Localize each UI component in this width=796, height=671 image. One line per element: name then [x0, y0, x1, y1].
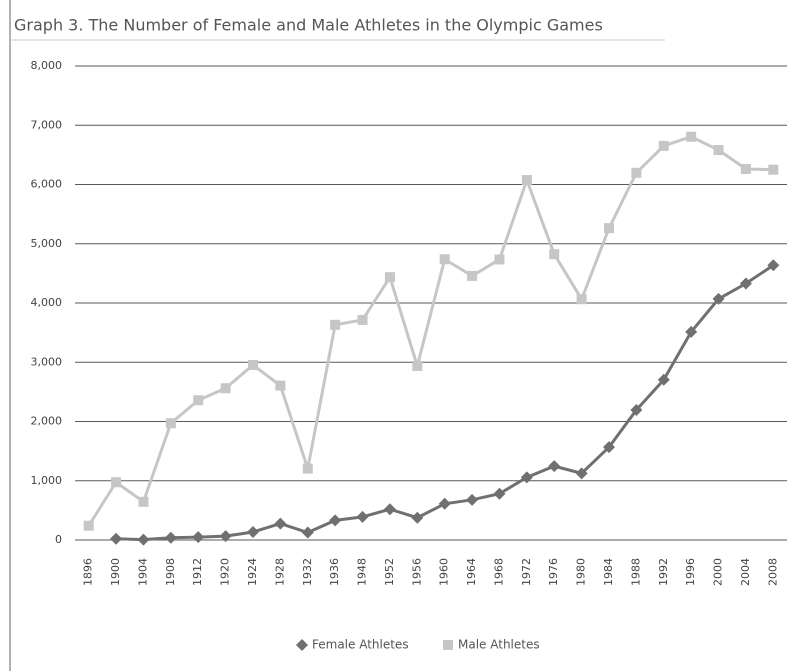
x-tick-label: 1904	[136, 558, 149, 586]
x-tick-label: 1976	[547, 558, 560, 586]
square-marker	[330, 319, 341, 330]
y-tick-label: 5,000	[31, 237, 63, 250]
y-tick-label: 3,000	[31, 355, 63, 368]
diamond-marker	[110, 532, 123, 545]
diamond-marker	[685, 325, 698, 338]
diamond-marker	[192, 531, 205, 544]
x-tick-label: 1992	[657, 558, 670, 586]
diamond-marker	[274, 517, 287, 530]
legend-marker	[296, 639, 308, 651]
diamond-marker	[219, 530, 232, 543]
x-tick-label: 2000	[712, 558, 725, 586]
legend-label: Male Athletes	[458, 638, 540, 652]
x-tick-label: 1908	[164, 558, 177, 586]
x-tick-label: 1952	[383, 558, 396, 586]
square-marker	[686, 131, 697, 142]
diamond-marker	[712, 292, 725, 305]
square-marker	[549, 249, 560, 260]
diamond-marker	[630, 404, 643, 417]
diamond-marker	[739, 277, 752, 290]
series-line	[87, 135, 774, 527]
y-tick-label: 6,000	[31, 178, 63, 191]
x-tick-label: 1984	[602, 558, 615, 586]
diamond-marker	[657, 373, 670, 386]
diamond-marker	[383, 503, 396, 516]
diamond-marker	[438, 497, 451, 510]
diamond-marker	[548, 460, 561, 473]
legend-marker	[443, 640, 453, 650]
x-tick-label: 1900	[109, 558, 122, 586]
y-tick-label: 2,000	[31, 415, 63, 428]
x-tick-label: 1960	[438, 558, 451, 586]
x-tick-label: 1948	[356, 558, 369, 586]
square-marker	[138, 496, 149, 507]
x-tick-label: 1988	[629, 558, 642, 586]
diamond-marker	[520, 471, 533, 484]
diamond-marker	[301, 526, 314, 539]
x-tick-label: 1968	[492, 558, 505, 586]
diamond-marker	[493, 487, 506, 500]
square-marker	[768, 164, 779, 175]
diamond-marker	[137, 533, 150, 546]
diamond-marker	[466, 493, 479, 506]
diamond-marker	[575, 467, 588, 480]
x-tick-label: 1964	[465, 558, 478, 586]
square-marker	[248, 359, 258, 370]
diamond-marker	[164, 531, 177, 544]
square-marker	[494, 254, 505, 265]
square-marker	[713, 145, 724, 156]
x-tick-label: 1912	[191, 558, 204, 586]
x-tick-label: 2008	[766, 558, 779, 586]
diamond-marker	[356, 510, 369, 523]
square-marker	[740, 163, 751, 174]
y-tick-label: 1,000	[31, 474, 63, 487]
x-tick-label: 1936	[328, 558, 341, 586]
diamond-marker	[411, 511, 424, 524]
x-tick-label: 1980	[575, 558, 588, 586]
y-tick-label: 0	[55, 533, 62, 546]
square-marker	[302, 463, 313, 474]
y-tick-label: 4,000	[31, 296, 63, 309]
x-tick-label: 1972	[520, 558, 533, 586]
square-marker	[631, 167, 642, 178]
square-marker	[83, 520, 94, 531]
y-tick-label: 7,000	[31, 118, 63, 131]
square-marker	[412, 360, 423, 371]
square-marker	[604, 223, 614, 234]
legend-label: Female Athletes	[312, 638, 409, 652]
chart-title: Graph 3. The Number of Female and Male A…	[14, 16, 603, 35]
square-marker	[220, 383, 231, 394]
square-marker	[193, 395, 204, 406]
square-marker	[658, 140, 669, 151]
x-tick-label: 1996	[684, 558, 697, 586]
diamond-marker	[767, 259, 780, 272]
square-marker	[521, 175, 532, 186]
diamond-marker	[603, 441, 615, 454]
diamond-marker	[247, 526, 259, 539]
x-tick-label: 2004	[739, 558, 752, 586]
square-marker	[439, 254, 450, 265]
square-marker	[384, 272, 395, 283]
square-marker	[357, 314, 368, 325]
square-marker	[275, 380, 286, 391]
x-tick-label: 1928	[273, 558, 286, 586]
y-tick-label: 8,000	[31, 59, 63, 72]
square-marker	[576, 294, 587, 305]
square-marker	[467, 270, 478, 281]
x-tick-label: 1920	[219, 558, 232, 586]
x-tick-label: 1956	[410, 558, 423, 586]
x-tick-label: 1924	[246, 558, 259, 586]
square-marker	[111, 477, 122, 488]
square-marker	[165, 418, 176, 429]
x-tick-label: 1932	[301, 558, 314, 586]
x-tick-label: 1896	[82, 558, 95, 586]
diamond-marker	[329, 514, 342, 527]
